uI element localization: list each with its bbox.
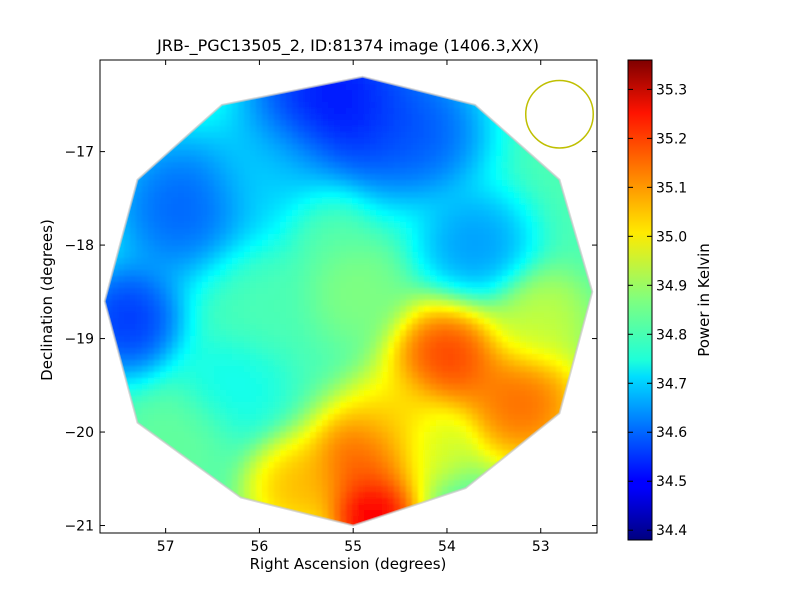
x-axis-label: Right Ascension (degrees) (250, 555, 447, 573)
colorbar-ticks: 35.3 35.2 35.1 35.0 34.9 34.8 34.7 34.6 34.5 34.4 (628, 82, 687, 539)
x-axis-ticks: 57 56 55 54 53 (157, 60, 550, 555)
colorbar-tick-label: 35.1 (656, 180, 687, 196)
colorbar-tick-label: 34.8 (656, 327, 687, 343)
x-tick-label: 57 (157, 539, 175, 555)
colorbar-tick-label: 35.0 (656, 229, 687, 245)
colorbar-tick-label: 34.7 (656, 376, 687, 392)
x-tick-label: 55 (344, 539, 362, 555)
x-tick-label: 54 (438, 539, 456, 555)
colorbar-tick-label: 35.2 (656, 131, 687, 147)
colorbar-tick-label: 34.4 (656, 523, 687, 539)
colorbar-frame (627, 59, 653, 541)
colorbar-tick-label: 34.9 (656, 278, 687, 294)
colorbar: 35.3 35.2 35.1 35.0 34.9 34.8 34.7 34.6 34.5 34.4… (627, 59, 713, 541)
footprint-edge (103, 75, 594, 527)
x-tick-label: 56 (251, 539, 269, 555)
colorbar-tick-label: 34.6 (656, 425, 687, 441)
y-tick-label: −19 (64, 332, 94, 348)
beam-circle (524, 79, 594, 149)
y-tick-label: −20 (64, 425, 94, 441)
plot-frame (99, 59, 598, 534)
colorbar-label: Power in Kelvin (695, 243, 713, 357)
y-tick-label: −18 (64, 238, 94, 254)
x-tick-label: 53 (532, 539, 550, 555)
chart-title: JRB-_PGC13505_2, ID:81374 image (1406.3,… (156, 36, 539, 56)
y-tick-label: −17 (64, 145, 94, 161)
colorbar-gradient (628, 60, 652, 540)
colorbar-tick-label: 35.3 (656, 82, 687, 98)
y-axis-ticks: −17 −18 −19 −20 −21 (64, 145, 597, 535)
plot-area: 57 56 55 54 53 −17 −18 −19 −20 −21 (64, 59, 598, 555)
colorbar-tick-label: 34.5 (656, 474, 687, 490)
y-axis-label: Declination (degrees) (38, 219, 56, 381)
y-tick-label: −21 (64, 519, 94, 535)
